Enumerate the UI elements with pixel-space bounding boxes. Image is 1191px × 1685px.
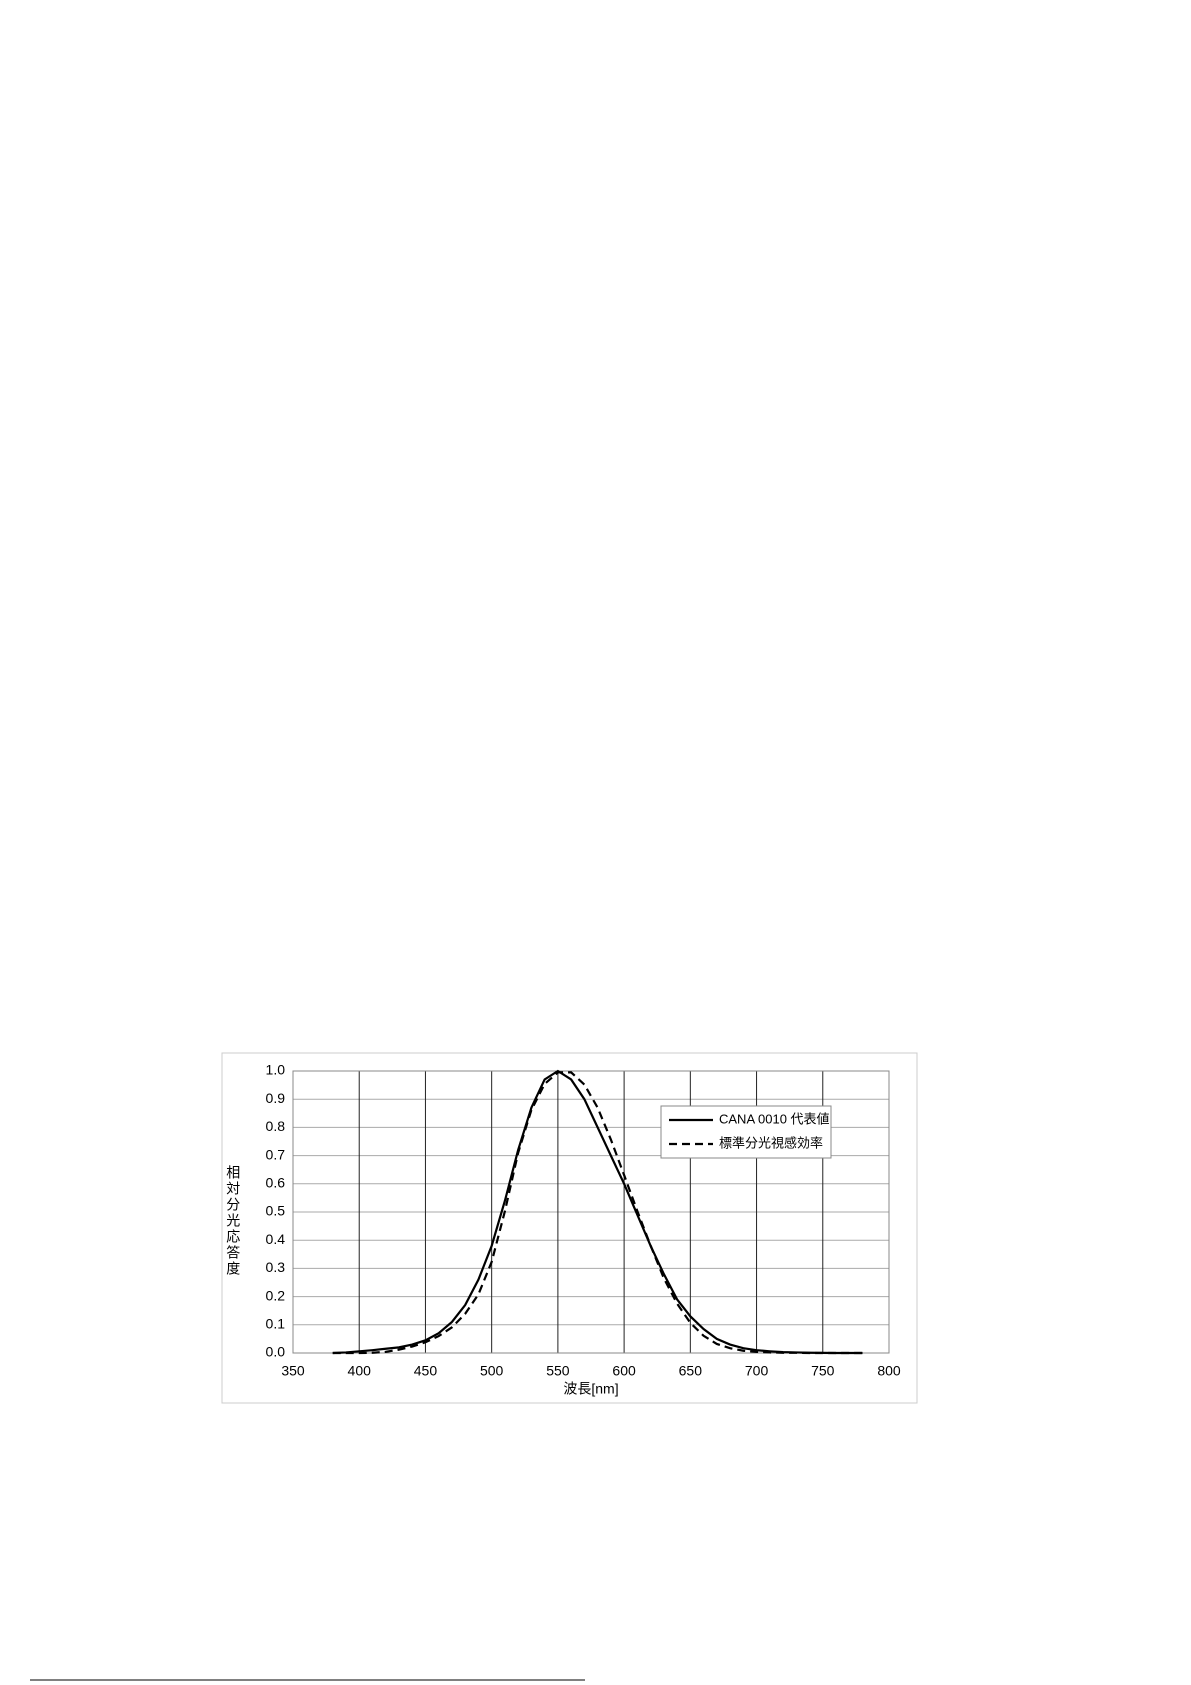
y-tick-label: 0.5 bbox=[266, 1203, 286, 1219]
x-tick-label: 450 bbox=[414, 1363, 438, 1379]
y-tick-label: 0.2 bbox=[266, 1287, 286, 1303]
y-tick-label: 0.3 bbox=[266, 1259, 286, 1275]
x-tick-label: 350 bbox=[281, 1363, 305, 1379]
y-tick-label: 0.1 bbox=[266, 1316, 286, 1332]
legend-label: CANA 0010 代表値 bbox=[719, 1111, 830, 1126]
x-tick-label: 600 bbox=[612, 1363, 636, 1379]
chart-frame bbox=[221, 1052, 918, 1404]
plot-border bbox=[292, 1070, 890, 1354]
legend-box bbox=[660, 1105, 832, 1159]
legend-label: 標準分光視感効率 bbox=[719, 1135, 823, 1150]
y-tick-label: 1.0 bbox=[266, 1062, 286, 1078]
x-tick-label: 700 bbox=[745, 1363, 769, 1379]
y-tick-label: 0.0 bbox=[266, 1344, 286, 1360]
y-tick-label: 0.6 bbox=[266, 1175, 286, 1191]
x-tick-label: 750 bbox=[811, 1363, 835, 1379]
y-tick-label: 0.8 bbox=[266, 1118, 286, 1134]
y-axis-label: 相対分光応答度 bbox=[225, 1165, 241, 1277]
x-tick-label: 400 bbox=[348, 1363, 372, 1379]
series-line bbox=[332, 1069, 863, 1355]
x-tick-label: 550 bbox=[546, 1363, 570, 1379]
y-tick-label: 0.4 bbox=[266, 1231, 286, 1247]
x-tick-label: 500 bbox=[480, 1363, 504, 1379]
x-axis-label: 波長[nm] bbox=[563, 1381, 618, 1397]
x-tick-label: 650 bbox=[679, 1363, 703, 1379]
x-tick-label: 800 bbox=[877, 1363, 901, 1379]
y-tick-label: 0.7 bbox=[266, 1146, 286, 1162]
y-tick-label: 0.9 bbox=[266, 1090, 286, 1106]
